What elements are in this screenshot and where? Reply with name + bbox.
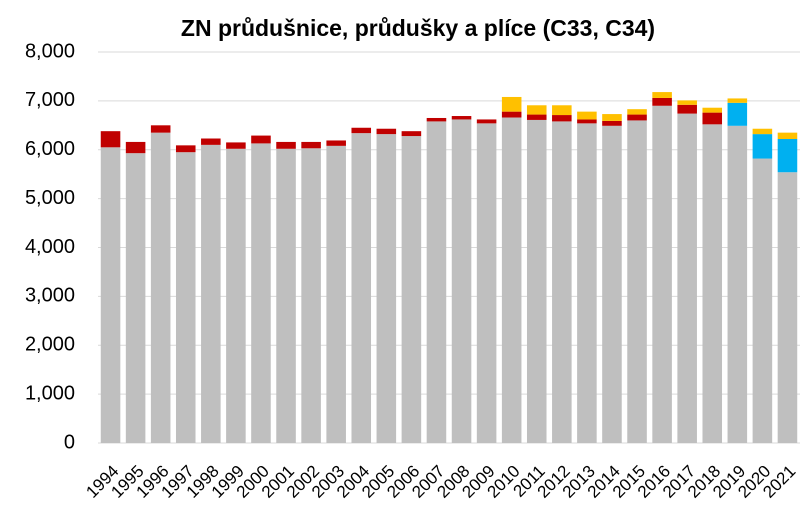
bar-segment <box>577 111 597 120</box>
bar-segment <box>501 96 522 112</box>
bar-segment <box>376 134 397 444</box>
bar-segment <box>777 132 798 139</box>
bar-segment <box>326 145 346 443</box>
bar-segment <box>301 141 321 149</box>
bar-segment <box>451 119 472 443</box>
bar-segment <box>175 152 196 443</box>
bar-segment <box>577 119 597 124</box>
bar-segment <box>501 111 522 118</box>
bar-segment <box>150 132 171 444</box>
bar-segment <box>602 125 622 444</box>
bar-segment <box>226 142 246 149</box>
y-tick-label: 3,000 <box>25 285 75 307</box>
bar-segment <box>627 114 647 121</box>
bar-segment <box>702 107 723 113</box>
bar-segment <box>652 92 672 98</box>
bar-segment <box>401 136 422 443</box>
y-tick-label: 6,000 <box>25 138 75 160</box>
bar-segment <box>201 138 221 145</box>
bar-segment <box>301 148 321 443</box>
bar-segment <box>501 117 522 444</box>
chart-title: ZN průdušnice, průdušky a plíce (C33, C3… <box>181 15 655 41</box>
bar-segment <box>251 143 271 444</box>
bar-segment <box>727 102 748 126</box>
bar-segment <box>201 144 221 444</box>
bar-segment <box>627 109 647 115</box>
bar-segment <box>677 113 697 444</box>
bar-segment <box>125 153 146 443</box>
y-tick-label: 8,000 <box>25 40 75 62</box>
bar-segment <box>752 128 773 135</box>
bar-segment <box>351 133 372 443</box>
y-tick-label: 2,000 <box>25 334 75 356</box>
bar-segment <box>125 141 146 154</box>
bar-segment <box>150 125 171 133</box>
bar-segment <box>727 125 748 444</box>
bar-segment <box>526 119 547 443</box>
bar-segment <box>351 127 372 134</box>
bar-segment <box>552 115 572 122</box>
bar-segment <box>677 104 697 114</box>
y-tick-label: 5,000 <box>25 187 75 209</box>
bar-segment <box>552 105 572 116</box>
bar-segment <box>777 138 798 173</box>
bar-segment <box>652 97 672 106</box>
bar-segment <box>526 114 547 120</box>
bar-segment <box>175 145 196 153</box>
bar-segment <box>476 119 497 124</box>
bar-segment <box>276 148 296 443</box>
y-tick-label: 7,000 <box>25 89 75 111</box>
bar-segment <box>276 141 296 149</box>
bar-segment <box>627 120 647 444</box>
bar-segment <box>476 123 497 444</box>
bar-segment <box>677 100 697 105</box>
y-tick-label: 1,000 <box>25 382 75 404</box>
bar-segment <box>100 131 121 148</box>
bar-segment <box>652 105 672 443</box>
bar-segment <box>702 112 723 125</box>
bar-segment <box>752 134 773 159</box>
bar-segment <box>401 131 422 137</box>
y-tick-label: 0 <box>64 431 75 453</box>
bar-segment <box>326 140 346 146</box>
bar-segment <box>602 120 622 126</box>
bar-segment <box>602 114 622 121</box>
bar-segment <box>251 135 271 144</box>
bar-segment <box>552 121 572 443</box>
bar-segment <box>426 117 447 122</box>
bar-segment <box>100 147 121 443</box>
bar-segment <box>376 128 397 135</box>
bar-segment <box>702 124 723 444</box>
bar-segment <box>451 116 472 120</box>
bar-segment <box>426 121 447 443</box>
bar-segment <box>526 105 547 115</box>
bar-segment <box>226 148 246 443</box>
y-tick-label: 4,000 <box>25 236 75 258</box>
bar-segment <box>777 172 798 444</box>
bar-segment <box>727 98 748 103</box>
bar-segment <box>752 158 773 444</box>
bar-segment <box>577 123 597 444</box>
